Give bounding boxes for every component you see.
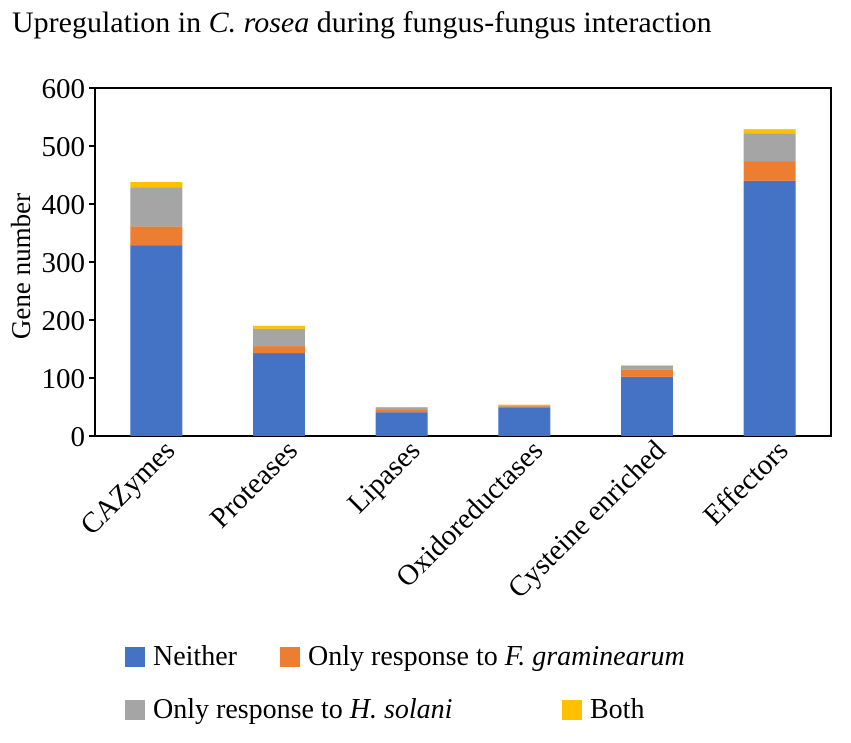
legend-label: Neither	[153, 641, 238, 672]
bar-lipases-only-response-to-f-graminearum	[375, 409, 428, 413]
plot-area: 0 100 200 300 400 500 600 CAZymes Proteases Lipas…	[42, 73, 832, 604]
bar-effectors-only-response-to-f-graminearum	[743, 161, 796, 181]
x-tick-label: Effectors	[697, 434, 794, 531]
legend-label: Only response to H. solani	[153, 694, 452, 725]
bar-effectors-neither	[743, 180, 796, 436]
bar-cysteine-enriched-neither	[621, 376, 673, 436]
y-tick-label: 200	[42, 305, 86, 337]
y-tick-label: 0	[71, 421, 86, 453]
y-tick-label: 300	[42, 247, 86, 279]
chart-title: Upregulation in C. rosea during fungus-f…	[12, 6, 712, 39]
bar-oxidoreductases-neither	[498, 407, 551, 436]
bar-lipases-only-response-to-h-solani	[375, 407, 428, 410]
legend-swatch	[280, 647, 300, 667]
bar-effectors-only-response-to-h-solani	[743, 133, 796, 162]
y-tick-label: 500	[42, 131, 86, 163]
legend-swatch	[125, 647, 145, 667]
plot-frame	[94, 87, 832, 437]
bar-cazymes-only-response-to-h-solani	[130, 187, 183, 227]
legend-swatch	[125, 700, 145, 720]
bar-lipases-neither	[375, 412, 428, 436]
x-tick-label: CAZymes	[74, 434, 181, 541]
y-tick-label: 100	[42, 363, 86, 395]
bar-cysteine-enriched-both	[621, 365, 673, 366]
bar-oxidoreductases-only-response-to-h-solani	[498, 405, 551, 407]
y-tick-label: 400	[42, 189, 86, 221]
bar-effectors-both	[743, 129, 796, 134]
x-tick-label: Proteases	[204, 434, 304, 534]
bar-oxidoreductases-both	[498, 404, 551, 406]
bar-cazymes-neither	[130, 245, 183, 436]
legend-label: Only response to F. graminearum	[308, 641, 685, 672]
legend-swatch	[562, 700, 582, 720]
bar-cazymes-only-response-to-f-graminearum	[130, 226, 183, 246]
legend: Neither Only response to F. graminearum On…	[125, 641, 685, 725]
y-tick-label: 600	[42, 73, 86, 105]
y-axis-label: Gene number	[6, 193, 36, 339]
bar-lipases-both	[375, 407, 428, 408]
bar-oxidoreductases-only-response-to-f-graminearum	[498, 406, 551, 408]
legend-label: Both	[590, 694, 644, 725]
x-tick-label: Lipases	[341, 434, 426, 519]
bar-proteases-only-response-to-f-graminearum	[253, 346, 305, 354]
bar-cysteine-enriched-only-response-to-f-graminearum	[621, 369, 673, 377]
bar-proteases-neither	[253, 353, 305, 436]
bar-proteases-only-response-to-h-solani	[253, 328, 305, 347]
bar-proteases-both	[253, 325, 305, 329]
bar-cysteine-enriched-only-response-to-h-solani	[621, 365, 673, 370]
bar-cazymes-both	[130, 181, 183, 188]
